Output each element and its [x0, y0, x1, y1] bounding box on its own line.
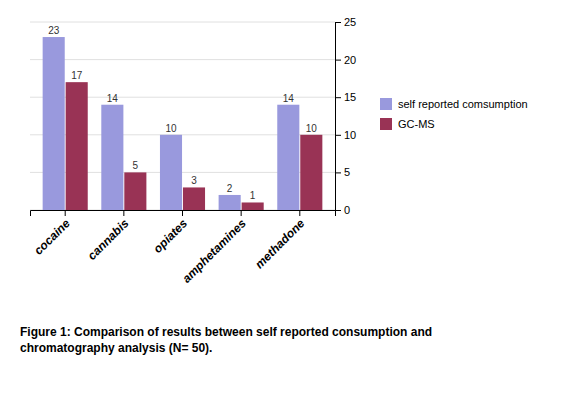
chart: 23 14 10 2 14 17 5 3 1 10 cocaine cannabis opiatesam…	[0, 0, 565, 396]
y-tick-label: 5	[344, 166, 350, 178]
x-tick-label: methadone	[252, 216, 307, 271]
legend-swatch	[380, 118, 392, 130]
bar-series	[43, 37, 300, 210]
y-tick-mark	[335, 22, 341, 23]
data-label: 14	[107, 93, 119, 104]
bar	[219, 195, 241, 210]
x-tick-mark	[299, 210, 300, 216]
y-tick-label: 20	[344, 54, 356, 66]
y-tick: 20	[335, 54, 356, 66]
y-axis: 0 5 10 15 20 25	[335, 16, 356, 216]
y-tick-label: 0	[344, 204, 350, 216]
data-label: 10	[165, 123, 177, 134]
bar	[160, 135, 182, 210]
legend-item: self reported comsumption	[380, 98, 528, 110]
x-tick-label: cocaine	[31, 216, 73, 258]
y-tick-mark	[335, 97, 341, 98]
y-tick: 15	[335, 91, 356, 103]
bar	[242, 202, 264, 210]
bar	[124, 172, 146, 210]
bar	[101, 105, 123, 210]
grid-line	[30, 22, 335, 23]
y-tick-mark	[335, 210, 341, 211]
legend-label: GC-MS	[398, 118, 435, 130]
legend-item: GC-MS	[380, 118, 435, 130]
data-label: 10	[306, 123, 318, 134]
grid-line	[30, 59, 335, 60]
y-tick-label: 25	[344, 16, 356, 28]
data-label: 23	[48, 25, 60, 36]
y-tick-label: 15	[344, 91, 356, 103]
plot: 23 14 10 2 14 17 5 3 1 10 cocaine cannabis opiatesam…	[30, 16, 356, 286]
x-tick-mark	[65, 210, 66, 216]
y-tick: 5	[335, 166, 350, 178]
data-labels: 23 14 10 2 14 17 5 3 1 10	[48, 25, 317, 201]
y-tick: 0	[335, 204, 350, 216]
x-tick: methadone	[252, 210, 307, 271]
data-label: 5	[133, 160, 139, 171]
bar	[43, 37, 65, 210]
data-label: 14	[283, 93, 295, 104]
y-tick: 10	[335, 129, 356, 141]
x-tick-mark	[241, 210, 242, 216]
bar	[66, 82, 88, 210]
legend-label: self reported comsumption	[398, 98, 528, 110]
data-label: 3	[191, 175, 197, 186]
x-axis-line	[31, 211, 336, 217]
data-label: 17	[71, 70, 83, 81]
y-tick: 25	[335, 16, 356, 28]
y-tick-mark	[335, 60, 341, 61]
x-tick-label: cannabis	[85, 216, 132, 263]
y-tick-label: 10	[344, 129, 356, 141]
x-tick-mark	[123, 210, 124, 216]
bar-series	[66, 82, 323, 210]
x-tick: cannabis	[85, 210, 132, 263]
caption: Figure 1: Comparison of results between …	[20, 325, 432, 355]
x-tick: cocaine	[31, 210, 73, 258]
bar	[183, 187, 205, 210]
grid	[30, 22, 335, 210]
bars	[43, 37, 323, 210]
x-tick: opiates	[151, 210, 191, 256]
x-axis: cocaine cannabis opiatesamphetaminesmethad…	[31, 210, 336, 286]
y-axis-line	[336, 23, 342, 211]
y-tick-mark	[335, 172, 341, 173]
x-tick: amphetamines	[179, 210, 249, 286]
x-tick-mark	[182, 210, 183, 216]
x-tick-label: opiates	[151, 216, 191, 256]
y-tick-mark	[335, 135, 341, 136]
bar	[277, 105, 299, 210]
bar	[300, 135, 322, 210]
x-tick-label: amphetamines	[179, 216, 249, 286]
legend: self reported comsumption GC-MS	[380, 98, 528, 130]
legend-swatch	[380, 98, 392, 110]
data-label: 1	[250, 190, 256, 201]
data-label: 2	[227, 183, 233, 194]
